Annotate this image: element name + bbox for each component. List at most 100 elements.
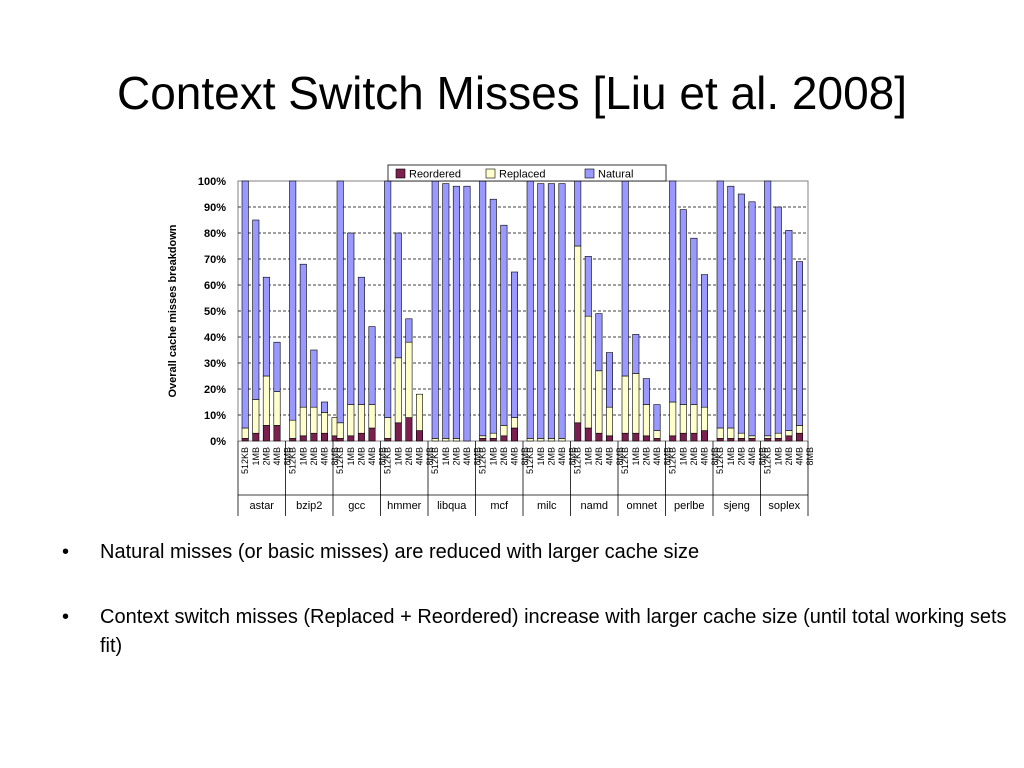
bar-segment-natural [500, 224, 508, 426]
bar-segment-natural [584, 256, 592, 317]
cache-size-label: 1MB [536, 447, 546, 466]
bar-segment-natural [384, 180, 392, 418]
legend-swatch [395, 168, 406, 179]
y-tick-label: 90% [204, 202, 226, 214]
bar-segment-replaced [336, 422, 344, 439]
bar-segment-reordered [653, 438, 661, 442]
cache-size-label: 8MB [663, 447, 673, 466]
bullet-item: • Context switch misses (Replaced + Reor… [62, 603, 1012, 661]
bar-segment-natural [394, 232, 402, 359]
bar-segment-replaced [785, 430, 793, 437]
bar-segment-reordered [262, 425, 270, 442]
bar-segment-natural [595, 313, 603, 372]
legend-swatch [485, 168, 496, 179]
cache-size-label: 512KB [335, 447, 345, 474]
bar-segment-natural [653, 404, 661, 431]
benchmark-label: perlbe [674, 500, 705, 512]
bar-segment-natural [252, 219, 260, 400]
bar-segment-reordered [384, 438, 392, 442]
bar-segment-reordered [785, 435, 793, 442]
benchmark-label: milc [537, 500, 557, 512]
cache-size-label: 4MB [747, 447, 757, 466]
cache-size-label: 512KB [763, 447, 773, 474]
cache-size-label: 4MB [795, 447, 805, 466]
cache-size-label: 4MB [415, 447, 425, 466]
cache-size-label: 2MB [261, 447, 271, 466]
cache-size-label: 512KB [525, 447, 535, 474]
bar-segment-replaced [574, 245, 582, 424]
cache-size-label: 2MB [784, 447, 794, 466]
bar-segment-reordered [252, 432, 260, 442]
y-tick-label: 40% [204, 332, 226, 344]
bar-segment-natural [642, 378, 650, 405]
cache-size-label: 4MB [320, 447, 330, 466]
bar-segment-replaced [442, 438, 450, 442]
bar-segment-replaced [310, 406, 318, 434]
benchmark-label: sjeng [724, 500, 750, 512]
cache-size-label: 512KB [668, 447, 678, 474]
bar-segment-replaced [510, 417, 518, 429]
bar-segment-natural [357, 276, 365, 405]
cache-size-label: 1MB [393, 447, 403, 466]
cache-size-label: 8MB [330, 447, 340, 466]
legend-box [387, 164, 667, 182]
bar-segment-reordered [716, 438, 724, 442]
legend-label: Natural [598, 169, 633, 181]
bar-segment-replaced [748, 435, 756, 439]
bar-segment-replaced [415, 393, 423, 431]
bar-segment-replaced [700, 406, 708, 431]
bar-segment-natural [785, 230, 793, 431]
cache-size-label: 1MB [346, 447, 356, 466]
bar-segment-reordered [415, 430, 423, 442]
bar-segment-replaced [273, 391, 281, 426]
bar-segment-natural [431, 180, 439, 439]
benchmark-label: omnet [626, 500, 657, 512]
cache-size-label: 512KB [240, 447, 250, 474]
legend-label: Reordered [409, 169, 461, 181]
cache-size-label: 1MB [441, 447, 451, 466]
cache-size-label: 8MB [425, 447, 435, 466]
bar-segment-reordered [489, 438, 497, 442]
y-tick-label: 0% [210, 436, 226, 448]
cache-size-label: 4MB [700, 447, 710, 466]
bar-segment-natural [526, 180, 534, 439]
bar-segment-natural [558, 183, 566, 439]
bar-segment-replaced [299, 406, 307, 437]
bar-segment-replaced [547, 438, 555, 442]
bar-segment-replaced [252, 399, 260, 434]
bar-segment-reordered [632, 432, 640, 442]
cache-size-label: 1MB [631, 447, 641, 466]
bar-segment-natural [795, 261, 803, 426]
bar-segment-natural [289, 180, 297, 421]
bar-segment-natural [679, 209, 687, 405]
cache-size-label: 8MB [283, 447, 293, 466]
bar-segment-reordered [500, 435, 508, 442]
cache-size-label: 2MB [309, 447, 319, 466]
benchmark-label: mcf [490, 500, 509, 512]
bar-segment-natural [764, 180, 772, 437]
bar-segment-replaced [690, 404, 698, 434]
bar-segment-reordered [764, 438, 772, 442]
bar-segment-reordered [737, 438, 745, 442]
bar-segment-replaced [774, 432, 782, 439]
bar-segment-natural [479, 180, 487, 437]
bar-segment-replaced [716, 427, 724, 439]
bar-segment-replaced [764, 435, 772, 439]
bar-segment-natural [262, 276, 270, 377]
cache-size-label: 512KB [288, 447, 298, 474]
bar-segment-replaced [489, 432, 497, 439]
bar-segment-reordered [321, 432, 329, 442]
cache-size-label: 2MB [689, 447, 699, 466]
bar-segment-replaced [632, 373, 640, 434]
bar-segment-replaced [384, 417, 392, 439]
cache-size-label: 512KB [430, 447, 440, 474]
bar-segment-natural [669, 180, 677, 403]
bar-segment-replaced [679, 404, 687, 434]
cache-size-label: 1MB [298, 447, 308, 466]
bar-segment-natural [489, 198, 497, 434]
bar-segment-natural [690, 237, 698, 405]
bar-segment-reordered [336, 438, 344, 442]
bar-segment-reordered [574, 422, 582, 442]
bar-segment-natural [547, 183, 555, 439]
benchmark-label: gcc [348, 500, 366, 512]
